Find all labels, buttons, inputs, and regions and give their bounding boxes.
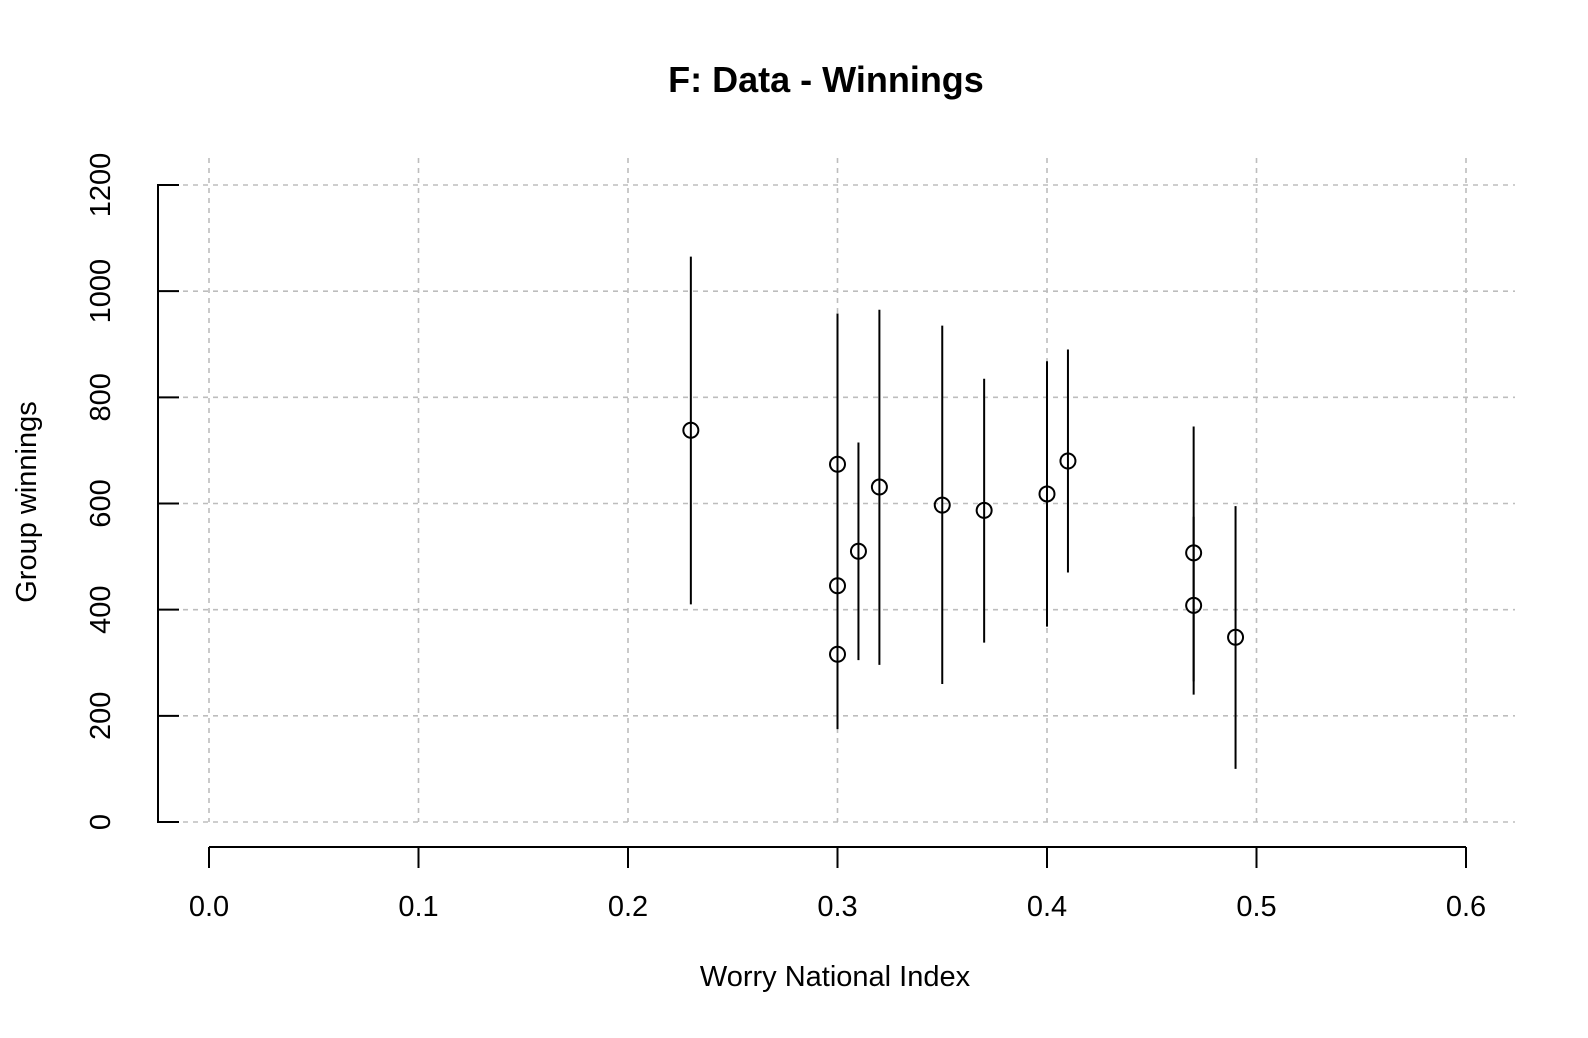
data-point bbox=[829, 645, 846, 663]
data-point bbox=[829, 577, 846, 595]
y-tick-label: 800 bbox=[85, 373, 117, 421]
data-point bbox=[1227, 628, 1245, 646]
data-point bbox=[1059, 452, 1077, 470]
data-point bbox=[1038, 485, 1056, 503]
y-tick-label: 600 bbox=[85, 479, 117, 527]
x-tick-labels: 0.0 0.1 0.2 0.3 0.4 0.5 0.6 bbox=[189, 891, 1486, 923]
data-point bbox=[933, 496, 951, 514]
y-tick-label: 1000 bbox=[85, 259, 117, 324]
x-tick-label: 0.0 bbox=[189, 891, 229, 923]
x-tick-label: 0.6 bbox=[1446, 891, 1486, 923]
x-tick-label: 0.3 bbox=[817, 891, 857, 923]
y-tick-label: 1200 bbox=[85, 153, 117, 218]
x-tick-label: 0.5 bbox=[1236, 891, 1276, 923]
y-tick-label: 0 bbox=[85, 814, 117, 830]
axes bbox=[157, 184, 1467, 868]
data-point bbox=[975, 501, 993, 519]
y-tick-label: 400 bbox=[85, 585, 117, 633]
data-points bbox=[682, 421, 1245, 663]
data-point bbox=[682, 421, 700, 439]
y-tick-labels: 0 200 400 600 800 1000 1200 bbox=[85, 153, 117, 830]
data-point bbox=[1185, 544, 1203, 562]
x-tick-label: 0.2 bbox=[608, 891, 648, 923]
x-tick-label: 0.1 bbox=[398, 891, 438, 923]
x-axis-label: Worry National Index bbox=[700, 961, 971, 993]
error-bars bbox=[689, 256, 1237, 769]
x-tick-label: 0.4 bbox=[1027, 891, 1067, 923]
data-point bbox=[870, 478, 888, 496]
y-axis-label: Group winnings bbox=[11, 401, 43, 603]
data-point bbox=[1185, 596, 1203, 614]
y-tick-label: 200 bbox=[85, 692, 117, 740]
data-point bbox=[849, 542, 867, 560]
data-point bbox=[829, 455, 846, 473]
chart-title: F: Data - Winnings bbox=[668, 59, 984, 100]
